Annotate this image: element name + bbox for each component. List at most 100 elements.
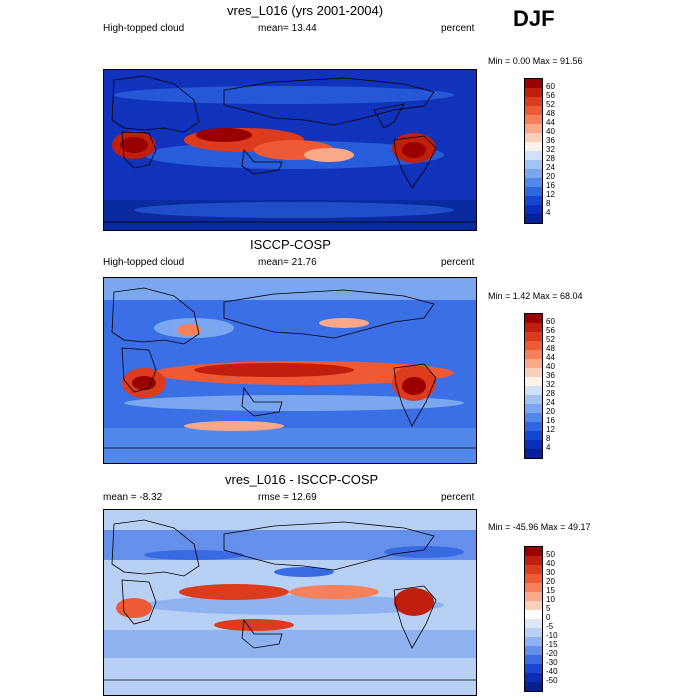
colorbar-tick-label: 36 xyxy=(546,371,555,380)
colorbar-tick-label: 24 xyxy=(546,163,555,172)
colorbar-tick-label: 20 xyxy=(546,577,555,586)
colorbar-tick-label: 48 xyxy=(546,344,555,353)
colorbar-tick-label: 0 xyxy=(546,613,551,622)
colorbar-tick-label: -30 xyxy=(546,658,558,667)
colorbar-segment xyxy=(525,377,542,386)
panel-title: ISCCP-COSP xyxy=(250,237,331,252)
colorbar-tick-label: 44 xyxy=(546,353,555,362)
colorbar-segment xyxy=(525,673,542,682)
colorbar-tick-label: 50 xyxy=(546,550,555,559)
colorbar-segment xyxy=(525,440,542,449)
colorbar-tick-label: 32 xyxy=(546,145,555,154)
center-label: mean= 21.76 xyxy=(258,257,317,268)
colorbar-tick-label: 8 xyxy=(546,434,551,443)
colorbar-tick-label: 16 xyxy=(546,181,555,190)
colorbar-segment xyxy=(525,583,542,592)
colorbar-segment xyxy=(525,565,542,574)
colorbar-segment xyxy=(525,386,542,395)
colorbar-segment xyxy=(525,124,542,133)
colorbar-segment xyxy=(525,601,542,610)
units-label: percent xyxy=(441,257,475,268)
colorbar-tick-label: 52 xyxy=(546,100,555,109)
colorbar-segment xyxy=(525,79,542,88)
colorbar-tick-label: -5 xyxy=(546,622,554,631)
colorbar-tick-label: 32 xyxy=(546,380,555,389)
colorbar-tick-label: 44 xyxy=(546,118,555,127)
colorbar-segment xyxy=(525,682,542,691)
colorbar-segment xyxy=(525,628,542,637)
colorbar-tick-label: 60 xyxy=(546,82,555,91)
colorbar-segment xyxy=(525,556,542,565)
units-label: percent xyxy=(441,23,475,34)
colorbar-tick-label: 12 xyxy=(546,425,555,434)
colorbar-segment xyxy=(525,133,542,142)
left-label: mean = -8.32 xyxy=(103,492,163,503)
colorbar-segment xyxy=(525,368,542,377)
colorbar-segment xyxy=(525,196,542,205)
colorbar-segment xyxy=(525,395,542,404)
colorbar-segment xyxy=(525,314,542,323)
colorbar-segment xyxy=(525,332,542,341)
colorbar-tick-label: 10 xyxy=(546,595,555,604)
colorbar-segment xyxy=(525,449,542,458)
colorbar-tick-label: 48 xyxy=(546,109,555,118)
colorbar-tick-label: -10 xyxy=(546,631,558,640)
colorbar-tick-label: 28 xyxy=(546,389,555,398)
left-label: High-topped cloud xyxy=(103,23,185,34)
colorbar-tick-label: 40 xyxy=(546,127,555,136)
season-label: DJF xyxy=(513,6,555,31)
colorbar-segment xyxy=(525,97,542,106)
colorbar-segment xyxy=(525,592,542,601)
colorbar-tick-label: -20 xyxy=(546,649,558,658)
colorbar-segment xyxy=(525,88,542,97)
colorbar-segment xyxy=(525,547,542,556)
center-label: rmse = 12.69 xyxy=(258,492,317,503)
colorbar-segment xyxy=(525,151,542,160)
colorbar-segment xyxy=(525,205,542,214)
colorbar-tick-label: 12 xyxy=(546,190,555,199)
colorbar-tick-label: 40 xyxy=(546,362,555,371)
colorbar-segment xyxy=(525,142,542,151)
colorbar-segment xyxy=(525,637,542,646)
colorbar-segment xyxy=(525,323,542,332)
colorbar-tick-label: 36 xyxy=(546,136,555,145)
map-plot xyxy=(103,509,477,696)
colorbar-tick-label: 52 xyxy=(546,335,555,344)
colorbar-tick-label: 40 xyxy=(546,559,555,568)
colorbar-tick-label: 20 xyxy=(546,172,555,181)
center-label: mean= 13.44 xyxy=(258,23,317,34)
colorbar-tick-label: 4 xyxy=(546,208,551,217)
map-plot xyxy=(103,69,477,231)
colorbar-tick-label: 28 xyxy=(546,154,555,163)
colorbar xyxy=(524,313,543,459)
min-max-label: Min = -45.96 Max = 49.17 xyxy=(488,522,591,532)
colorbar xyxy=(524,546,543,692)
colorbar-tick-label: 4 xyxy=(546,443,551,452)
colorbar-segment xyxy=(525,619,542,628)
colorbar-tick-label: 30 xyxy=(546,568,555,577)
colorbar-segment xyxy=(525,169,542,178)
colorbar-tick-label: 15 xyxy=(546,586,555,595)
colorbar-segment xyxy=(525,341,542,350)
panel-title: vres_L016 (yrs 2001-2004) xyxy=(227,3,384,18)
colorbar-segment xyxy=(525,664,542,673)
colorbar-segment xyxy=(525,655,542,664)
colorbar-segment xyxy=(525,574,542,583)
colorbar-tick-label: 8 xyxy=(546,199,551,208)
colorbar-tick-label: 56 xyxy=(546,326,555,335)
map-plot xyxy=(103,277,477,464)
colorbar-segment xyxy=(525,359,542,368)
colorbar-segment xyxy=(525,404,542,413)
colorbar-segment xyxy=(525,431,542,440)
colorbar-tick-label: 5 xyxy=(546,604,551,613)
units-label: percent xyxy=(441,492,475,503)
colorbar-segment xyxy=(525,350,542,359)
colorbar-segment xyxy=(525,610,542,619)
colorbar-segment xyxy=(525,646,542,655)
left-label: High-topped cloud xyxy=(103,257,185,268)
colorbar-tick-label: -40 xyxy=(546,667,558,676)
panel-title: vres_L016 - ISCCP-COSP xyxy=(225,472,379,487)
colorbar-tick-label: 16 xyxy=(546,416,555,425)
colorbar-tick-label: 24 xyxy=(546,398,555,407)
colorbar-segment xyxy=(525,178,542,187)
